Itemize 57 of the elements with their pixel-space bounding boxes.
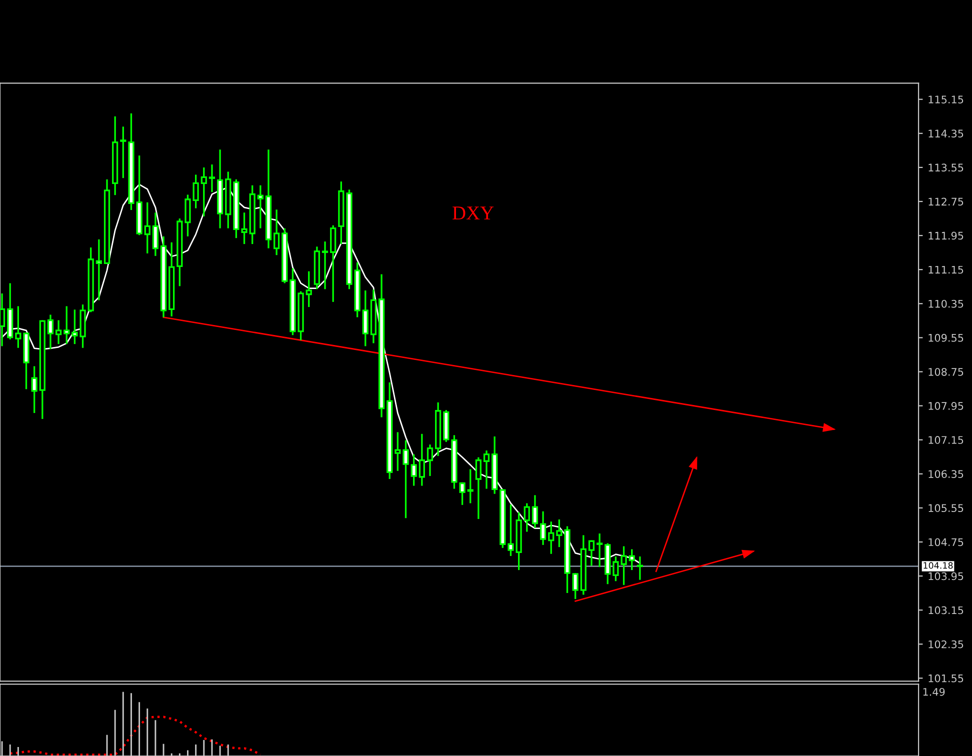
ref-line-label: 104.18 xyxy=(924,562,953,569)
candlestick xyxy=(483,450,490,489)
y-tick-label: 105.55 xyxy=(928,504,964,512)
candlestick xyxy=(410,454,417,486)
candlestick xyxy=(362,290,368,346)
candlestick xyxy=(120,126,126,178)
y-tick-label: 101.55 xyxy=(928,674,964,682)
candlestick xyxy=(192,174,199,208)
candlestick xyxy=(274,210,280,256)
candlestick xyxy=(15,306,22,348)
candlestick xyxy=(418,434,425,486)
y-tick-label: 115.15 xyxy=(928,96,964,104)
y-tick-label: 111.95 xyxy=(928,232,964,240)
candlestick xyxy=(508,504,514,556)
candlestick xyxy=(208,164,216,192)
candlestick xyxy=(306,271,312,308)
candlestick xyxy=(548,522,554,554)
candlestick xyxy=(596,533,603,568)
candlestick xyxy=(184,194,191,236)
candlestick xyxy=(588,540,595,566)
candlestick xyxy=(475,457,482,519)
y-tick-label: 113.55 xyxy=(928,164,964,172)
candlestick xyxy=(241,212,248,244)
y-tick-label: 107.95 xyxy=(928,402,964,410)
y-tick-label: 108.75 xyxy=(928,368,964,376)
candlestick xyxy=(144,202,150,254)
y-tick-label: 112.75 xyxy=(928,198,964,206)
candlestick xyxy=(47,314,54,350)
y-tick-label: 109.55 xyxy=(928,334,964,342)
candlestick xyxy=(636,556,644,580)
candlestick xyxy=(152,212,158,256)
candlestick xyxy=(330,225,336,302)
y-tick-label: 103.15 xyxy=(928,606,964,614)
y-tick-label: 103.95 xyxy=(928,572,964,580)
y-tick-label: 102.35 xyxy=(928,640,964,648)
candlestick xyxy=(426,444,434,476)
candlestick xyxy=(540,511,546,545)
candlestick xyxy=(72,310,78,344)
y-tick-label: 107.15 xyxy=(928,436,964,444)
annotation: DXY xyxy=(452,206,494,220)
candlestick xyxy=(96,239,102,300)
y-tick-label: 110.35 xyxy=(928,300,964,308)
candlestick xyxy=(0,293,6,346)
text: 1.49 xyxy=(923,688,945,696)
candlestick xyxy=(322,242,328,290)
candlestick xyxy=(572,573,578,599)
candlestick xyxy=(467,469,474,504)
y-tick-label: 104.75 xyxy=(928,538,964,546)
candlestick xyxy=(64,306,70,344)
candlestick xyxy=(200,167,207,216)
y-tick-label: 111.15 xyxy=(928,266,964,274)
candlestick xyxy=(532,495,538,528)
candlestick xyxy=(31,366,38,413)
candlestick xyxy=(55,320,62,344)
candlestick xyxy=(524,503,530,532)
y-tick-label: 114.35 xyxy=(928,130,964,138)
y-tick-label: 106.35 xyxy=(928,470,964,478)
